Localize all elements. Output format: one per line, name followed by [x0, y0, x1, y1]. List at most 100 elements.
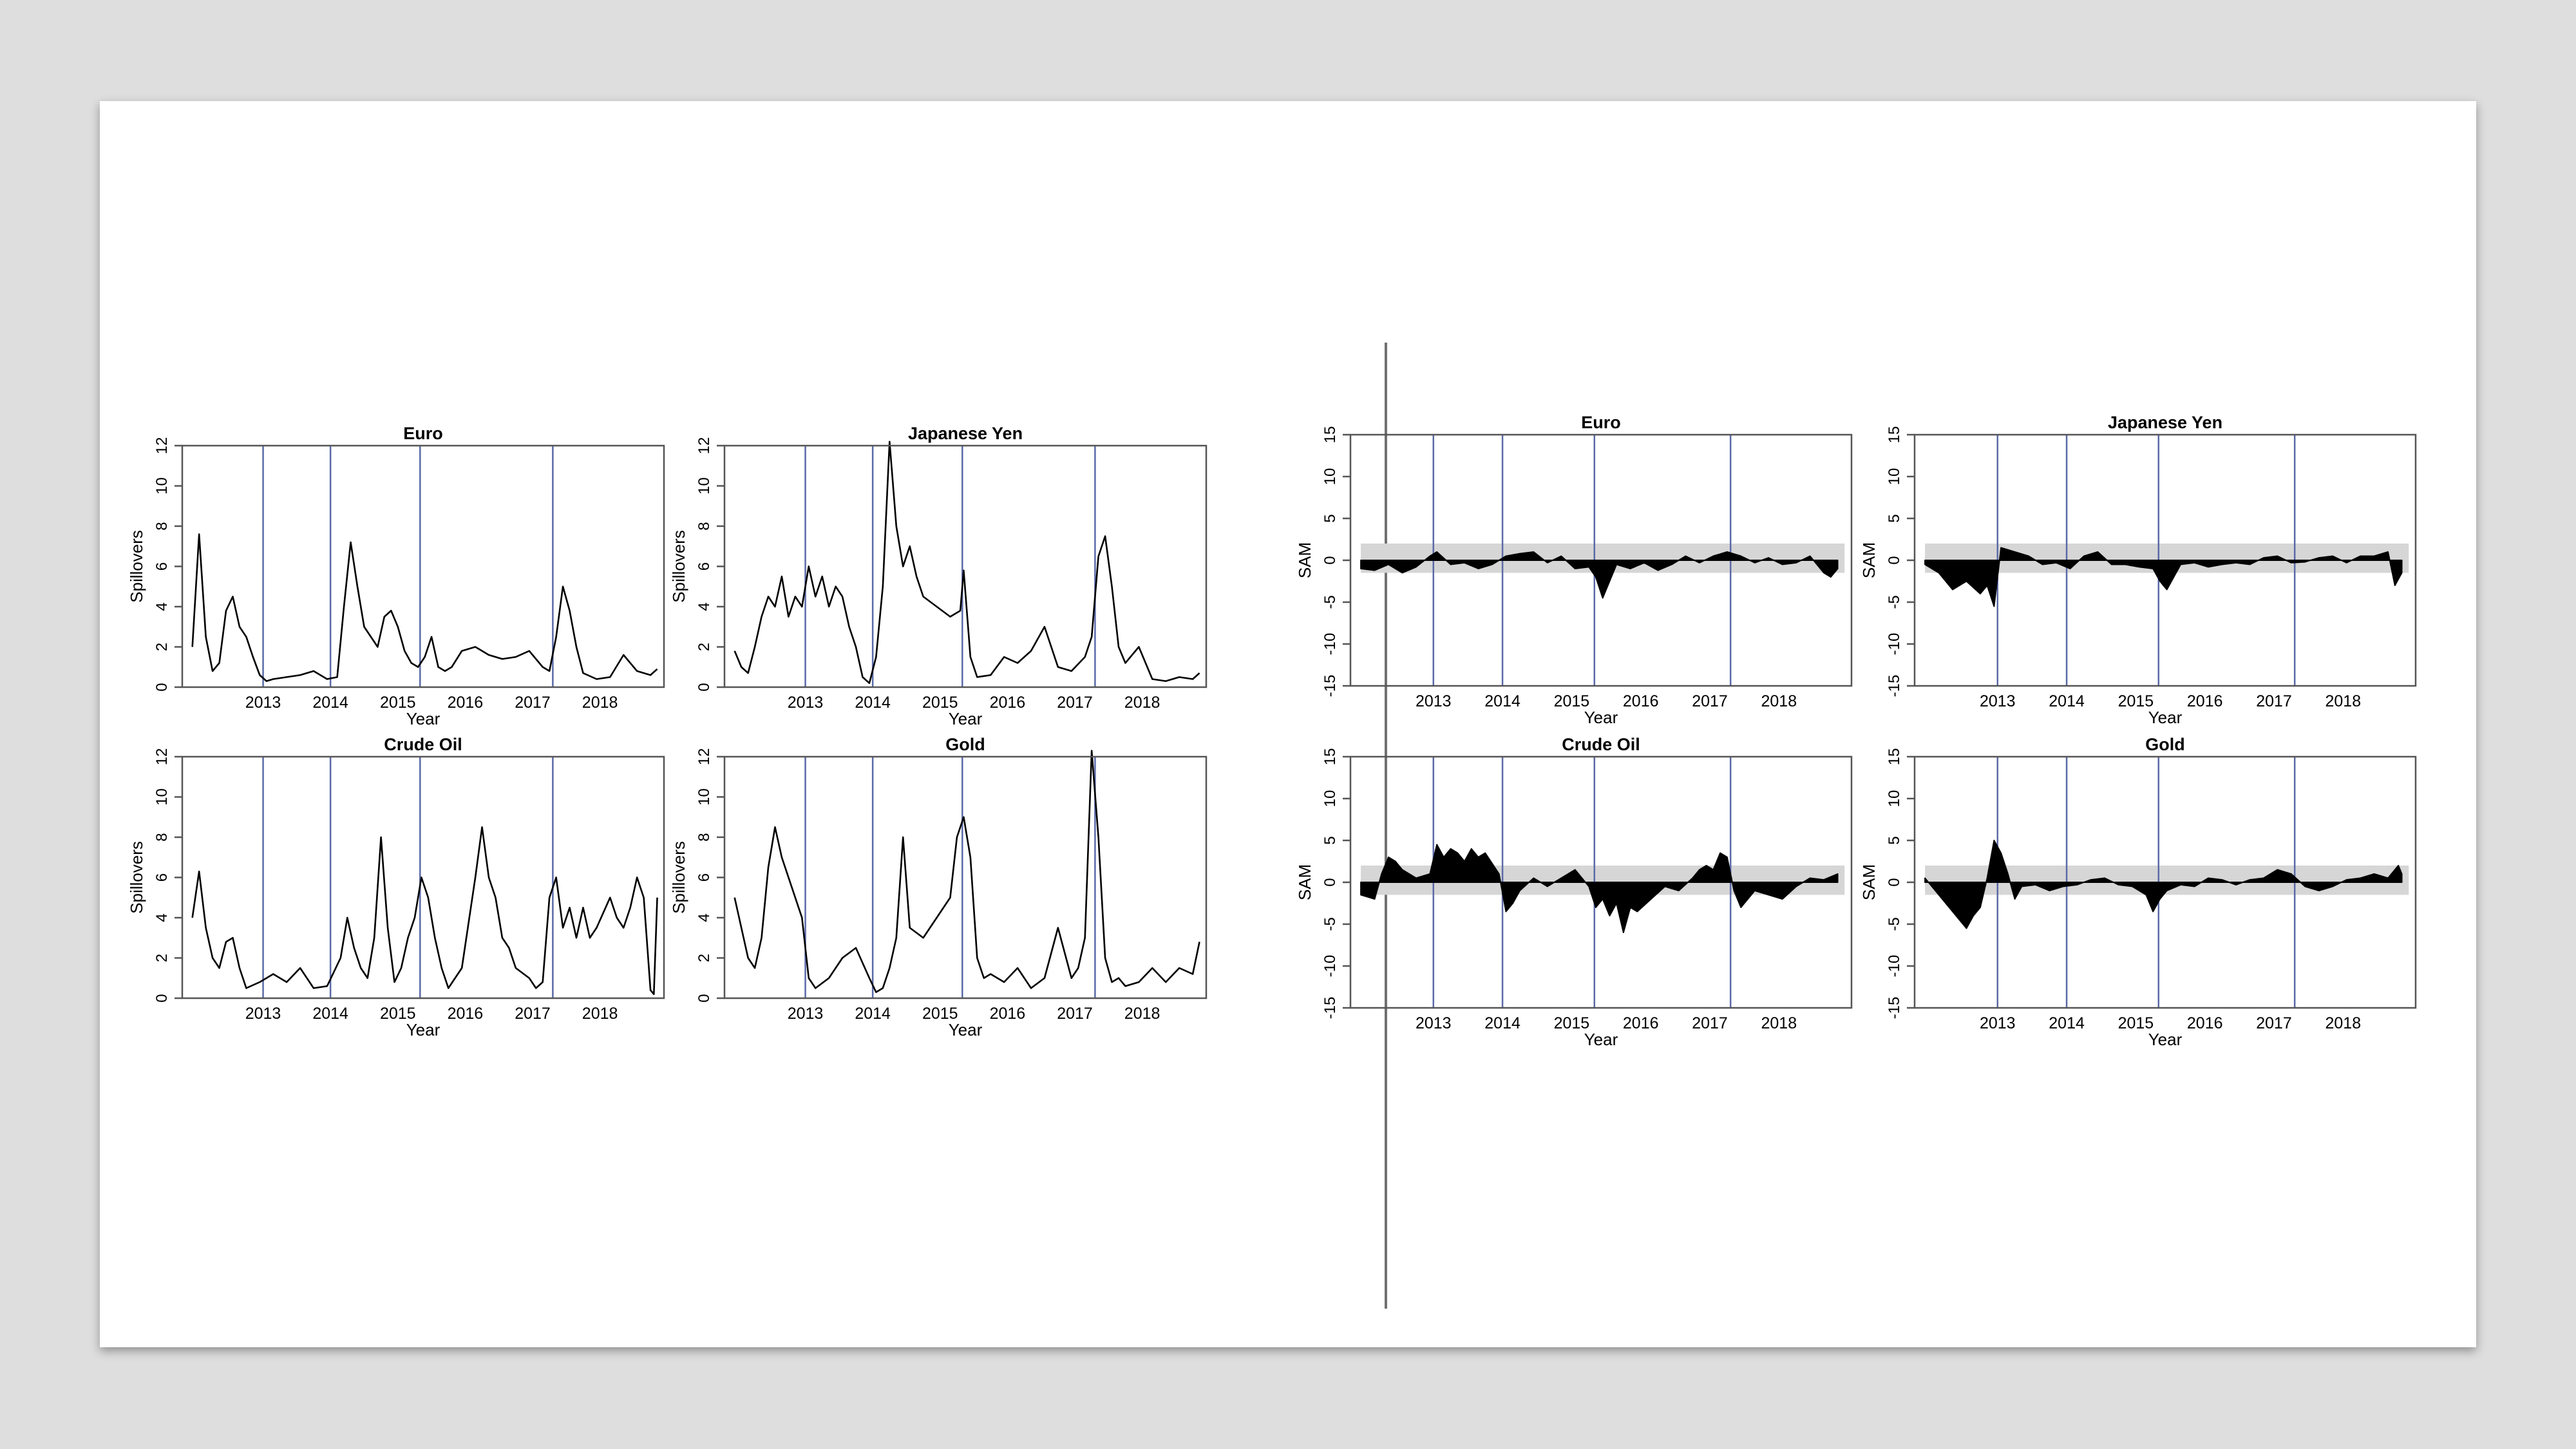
x-tick-label: 2015 [922, 694, 958, 712]
y-tick-label: 0 [1886, 556, 1903, 564]
panel-title: Gold [2145, 735, 2185, 754]
y-tick-label: 0 [153, 683, 171, 691]
plot-frame [181, 444, 665, 688]
y-tick-label: 2 [153, 643, 171, 651]
y-tick-label: -10 [1886, 633, 1903, 656]
y-tick-label: 0 [1886, 878, 1903, 886]
y-tick-label: 12 [696, 437, 713, 455]
y-tick-label: 10 [696, 477, 713, 495]
y-tick-label: -15 [1321, 997, 1339, 1019]
series-line [734, 440, 1200, 685]
y-tick-label: 5 [1886, 514, 1903, 522]
y-axis-label: Spillovers [127, 530, 146, 603]
plot-frame [723, 755, 1208, 999]
x-tick-label: 2014 [312, 1005, 348, 1023]
y-axis-label: Spillovers [669, 530, 688, 603]
y-axis-label: Spillovers [669, 841, 688, 914]
x-tick-label: 2016 [990, 1005, 1026, 1023]
x-tick-label: 2013 [788, 694, 824, 712]
y-tick-label: 10 [1886, 790, 1903, 808]
y-tick-label: 5 [1886, 836, 1903, 844]
x-axis-label: Year [406, 1020, 440, 1039]
y-axis-label: SAM [1859, 864, 1879, 900]
x-tick-label: 2015 [1554, 1014, 1590, 1032]
panel-sam-euro: -15 -10 -5 0 5 10 15 2013 2014 2015 2016 2017 2018 Ye… [1295, 413, 1853, 727]
y-tick-label: 4 [153, 602, 171, 611]
y-tick-label: 15 [1321, 748, 1339, 766]
y-tick-label: -10 [1886, 955, 1903, 978]
x-tick-label: 2013 [788, 1005, 824, 1023]
y-tick-label: -15 [1886, 675, 1903, 697]
y-axis-label: SAM [1295, 864, 1314, 900]
x-tick-label: 2017 [515, 694, 551, 712]
x-tick-label: 2014 [1484, 1014, 1520, 1032]
x-axis-label: Year [949, 1020, 983, 1039]
y-tick-label: 0 [696, 683, 713, 691]
x-axis-label: Year [1584, 1030, 1618, 1049]
x-tick-label: 2013 [245, 1005, 281, 1023]
x-tick-label: 2016 [448, 694, 484, 712]
y-tick-label: 5 [1321, 836, 1339, 844]
series-line [191, 826, 658, 996]
y-tick-label: 10 [1321, 790, 1339, 808]
series-area [1360, 551, 1839, 599]
series-line [191, 533, 658, 682]
y-tick-label: 0 [1321, 878, 1339, 886]
panel-title: Japanese Yen [908, 424, 1023, 443]
x-tick-label: 2014 [855, 1005, 891, 1023]
x-tick-label: 2015 [2118, 1014, 2154, 1032]
plot-frame [181, 755, 665, 999]
panel-title: Euro [1581, 413, 1621, 432]
panel-title: Crude Oil [384, 735, 462, 754]
x-tick-label: 2017 [1057, 694, 1093, 712]
y-tick-label: 6 [696, 873, 713, 882]
x-tick-label: 2013 [245, 694, 281, 712]
x-tick-label: 2016 [1623, 692, 1659, 710]
y-tick-label: 0 [696, 994, 713, 1002]
y-tick-label: -10 [1321, 633, 1339, 656]
panel-spillover-gold: 0 2 4 6 8 10 12 2013 2014 2015 2016 2017 2018 Year Spi… [669, 735, 1208, 1039]
x-tick-label: 2013 [1980, 1014, 2016, 1032]
x-tick-label: 2013 [1980, 692, 2016, 710]
x-tick-label: 2018 [1124, 694, 1160, 712]
x-tick-label: 2013 [1416, 692, 1452, 710]
x-tick-label: 2017 [2256, 1014, 2292, 1032]
x-axis-label: Year [949, 709, 983, 728]
y-tick-label: 6 [153, 873, 171, 882]
y-tick-label: -15 [1321, 675, 1339, 697]
y-tick-label: -10 [1321, 955, 1339, 978]
x-tick-label: 2014 [312, 694, 348, 712]
y-tick-label: 15 [1321, 426, 1339, 444]
x-tick-label: 2015 [922, 1005, 958, 1023]
x-tick-label: 2018 [582, 1005, 618, 1023]
x-tick-label: 2015 [2118, 692, 2154, 710]
y-tick-label: 5 [1321, 514, 1339, 522]
x-tick-label: 2018 [1124, 1005, 1160, 1023]
y-tick-label: 6 [696, 562, 713, 571]
y-tick-label: 10 [153, 788, 171, 806]
panel-title: Japanese Yen [2108, 413, 2222, 432]
y-tick-label: 4 [696, 602, 713, 611]
x-tick-label: 2016 [990, 694, 1026, 712]
panel-sam-crude-oil: -15 -10 -5 0 5 10 15 2013 2014 2015 2016 2017 2018 Ye… [1295, 735, 1853, 1049]
x-tick-label: 2018 [1761, 692, 1797, 710]
y-tick-label: 10 [1321, 468, 1339, 486]
y-tick-label: 2 [696, 954, 713, 962]
y-tick-label: 2 [153, 954, 171, 962]
panel-divider [1385, 343, 1387, 1309]
x-tick-label: 2014 [2049, 1014, 2085, 1032]
y-tick-label: 4 [153, 913, 171, 922]
series-area [1924, 840, 2403, 929]
y-tick-label: 8 [696, 522, 713, 530]
plot-frame [723, 444, 1208, 688]
x-tick-label: 2017 [1692, 692, 1728, 710]
x-tick-label: 2014 [855, 694, 891, 712]
x-tick-label: 2017 [2256, 692, 2292, 710]
panel-title: Euro [403, 424, 443, 443]
panel-spillover-crude-oil: 0 2 4 6 8 10 12 2013 2014 2015 2016 2017 2018 Year Spi… [127, 735, 665, 1039]
x-tick-label: 2013 [1416, 1014, 1452, 1032]
y-tick-label: -5 [1321, 595, 1339, 609]
y-tick-label: 8 [696, 833, 713, 841]
x-axis-label: Year [1584, 708, 1618, 727]
